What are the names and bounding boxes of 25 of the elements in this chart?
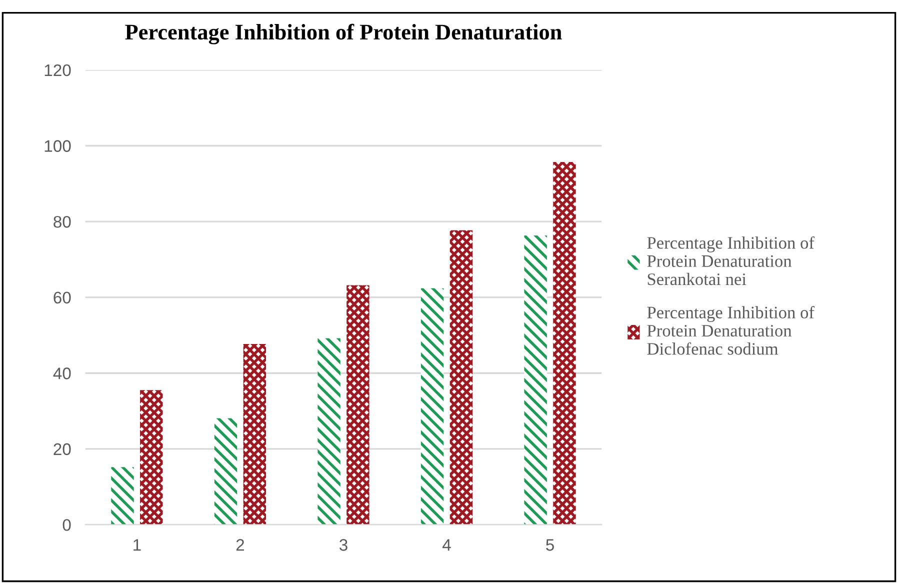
y-tick-label: 80 <box>54 216 71 228</box>
y-tick-label: 100 <box>44 140 71 152</box>
y-tick-label: 60 <box>54 292 71 304</box>
y-tick-label: 20 <box>54 443 71 456</box>
bar <box>243 344 266 525</box>
legend-label: Percentage Inhibition of Protein Denaturation Serankotai nei <box>647 236 814 286</box>
bar <box>524 236 547 525</box>
x-tick-label: 5 <box>546 539 554 551</box>
bar <box>140 390 163 525</box>
chart-title: Percentage Inhibition of Protein Denaturation <box>125 24 562 44</box>
bar <box>346 285 370 525</box>
bar <box>318 338 340 525</box>
bar <box>553 162 576 525</box>
x-tick-label: 1 <box>134 539 141 551</box>
x-tick-label: 3 <box>339 539 348 551</box>
bar <box>450 230 473 525</box>
bar <box>214 418 238 525</box>
bar <box>420 288 444 525</box>
bar <box>111 467 134 525</box>
y-tick-label: 0 <box>62 519 71 531</box>
x-tick-label: 2 <box>236 539 244 551</box>
x-tick-label: 4 <box>442 539 451 551</box>
y-tick-label: 120 <box>44 64 71 76</box>
legend-label: Percentage Inhibition of Protein Denaturation Diclofenac sodium <box>647 306 814 355</box>
y-tick-label: 40 <box>53 368 71 380</box>
